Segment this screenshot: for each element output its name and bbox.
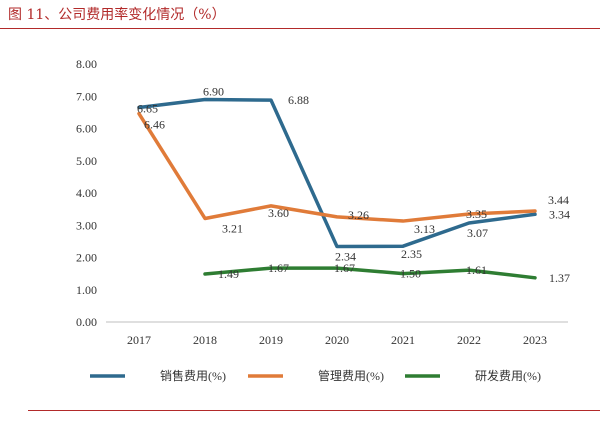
series-line-1 — [137, 111, 537, 223]
y-tick-label: 6.00 — [76, 122, 97, 136]
x-tick-label: 2018 — [193, 333, 217, 347]
data-label: 1.37 — [549, 271, 570, 285]
data-label: 3.44 — [548, 193, 569, 207]
data-label: 3.26 — [348, 208, 369, 222]
data-label: 1.67 — [334, 261, 355, 275]
figure-title: 图 11、公司费用率变化情况（%） — [8, 7, 226, 23]
x-axis-ticks: 2017 2018 2019 2020 2021 2022 2023 — [127, 333, 547, 347]
y-tick-label: 3.00 — [76, 218, 97, 232]
data-label: 1.50 — [400, 267, 421, 281]
y-tick-label: 8.00 — [76, 57, 97, 71]
bottom-rule — [28, 410, 600, 411]
legend-label: 管理费用(%) — [318, 368, 384, 383]
data-label: 1.49 — [218, 267, 239, 281]
data-label: 6.65 — [137, 102, 158, 116]
x-tick-label: 2023 — [523, 333, 547, 347]
data-labels: 6.65 6.90 6.88 2.34 2.35 3.07 3.34 6.46 3.21 3.60… — [137, 84, 570, 284]
data-label: 6.88 — [288, 93, 309, 107]
data-label: 1.61 — [466, 263, 487, 277]
data-label: 1.67 — [268, 261, 289, 275]
data-label: 6.46 — [144, 118, 165, 132]
data-label: 3.35 — [466, 207, 487, 221]
data-label: 3.34 — [549, 207, 570, 221]
data-label: 3.21 — [222, 221, 243, 235]
x-tick-label: 2020 — [325, 333, 349, 347]
x-tick-label: 2022 — [457, 333, 481, 347]
y-tick-label: 4.00 — [76, 186, 97, 200]
data-label: 6.90 — [203, 84, 224, 98]
x-tick-label: 2021 — [391, 333, 415, 347]
data-label: 2.35 — [401, 247, 422, 261]
x-tick-label: 2019 — [259, 333, 283, 347]
data-label: 3.60 — [268, 206, 289, 220]
y-tick-label: 1.00 — [76, 283, 97, 297]
top-rule — [0, 28, 600, 29]
y-tick-label: 2.00 — [76, 251, 97, 265]
legend-label: 研发费用(%) — [475, 368, 541, 383]
data-label: 3.07 — [467, 226, 488, 240]
series-line-0 — [137, 97, 537, 249]
legend-label: 销售费用(%) — [160, 368, 226, 383]
y-axis-ticks: 0.00 1.00 2.00 3.00 4.00 5.00 6.00 7.00 8.00 — [76, 57, 97, 329]
y-tick-label: 0.00 — [76, 315, 97, 329]
data-label: 2.34 — [335, 250, 356, 264]
y-tick-label: 5.00 — [76, 154, 97, 168]
series-line-2 — [203, 266, 537, 280]
data-label: 3.13 — [414, 222, 435, 236]
y-tick-label: 7.00 — [76, 89, 97, 103]
series-lines — [137, 97, 537, 280]
legend: 销售费用(%) 管理费用(%) 研发费用(%) — [90, 368, 541, 383]
x-tick-label: 2017 — [127, 333, 151, 347]
